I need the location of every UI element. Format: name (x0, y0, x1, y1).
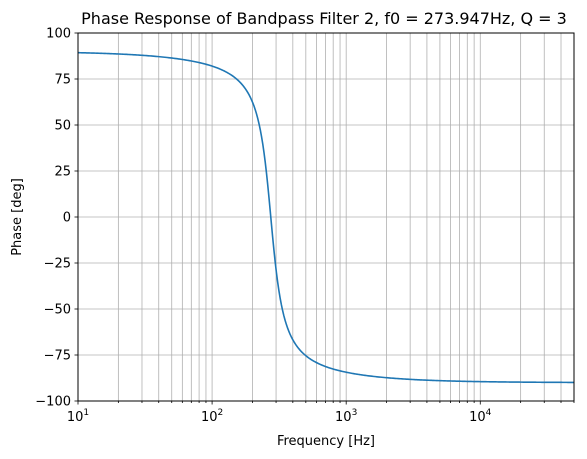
y-tick-label: −75 (44, 349, 71, 364)
y-tick-label: −100 (35, 395, 71, 410)
y-tick-label: 0 (63, 211, 71, 226)
y-tick-label: 25 (54, 165, 71, 180)
x-tick-base: 10 (67, 410, 84, 425)
x-tick-exponent: 4 (486, 408, 492, 418)
x-tick-base: 10 (335, 410, 352, 425)
x-tick-label: 102 (201, 408, 223, 425)
x-axis-ticks: 101 102 103 104 (67, 401, 575, 425)
y-axis-label: Phase [deg] (10, 178, 25, 256)
y-tick-label: −25 (44, 257, 71, 272)
x-tick-exponent: 3 (352, 408, 358, 418)
y-tick-label: 75 (54, 73, 71, 88)
x-tick-exponent: 2 (217, 408, 223, 418)
y-tick-label: −50 (44, 303, 71, 318)
series-layer (77, 51, 575, 384)
y-axis-ticks: −100 −75 −50 −25 0 25 50 75 100 (35, 27, 78, 410)
x-tick-label: 104 (469, 408, 492, 425)
x-tick-base: 10 (469, 410, 486, 425)
y-tick-label: 100 (46, 27, 71, 42)
x-tick-exponent: 1 (83, 408, 89, 418)
x-axis-label: Frequency [Hz] (277, 434, 375, 449)
grid (77, 32, 575, 402)
x-tick-base: 10 (201, 410, 218, 425)
y-tick-label: 50 (54, 119, 71, 134)
x-tick-label: 101 (67, 408, 89, 425)
phase-response-line (77, 51, 575, 384)
chart-title: Phase Response of Bandpass Filter 2, f0 … (81, 9, 567, 28)
x-tick-label: 103 (335, 408, 357, 425)
